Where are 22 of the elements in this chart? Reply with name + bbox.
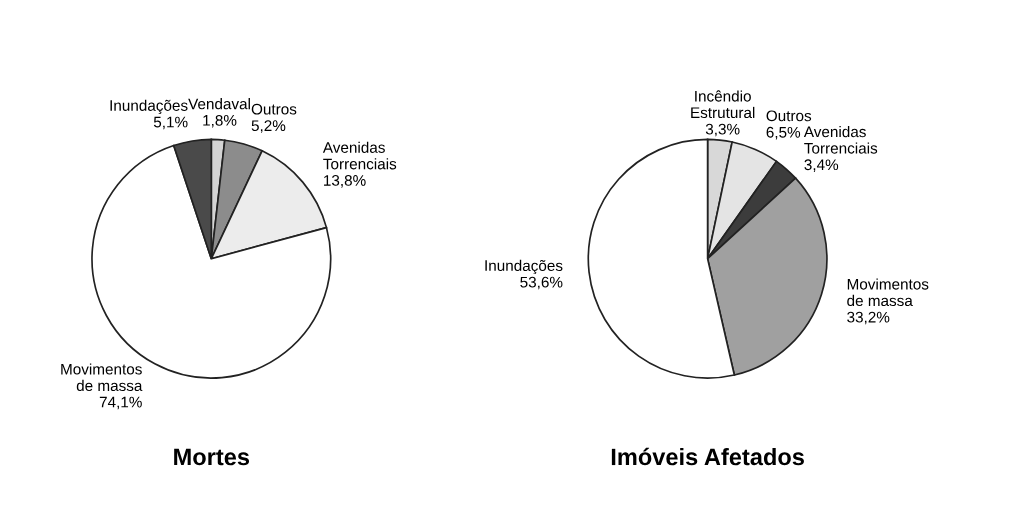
text: Imóveis Afetados [611,447,804,466]
data-label: 3,4% [804,159,839,172]
data-label: 1,8% [203,114,237,128]
text: Mortes [174,448,250,466]
data-label: 6,5% [766,126,801,140]
slice-label: Movimentos de massa [61,363,143,392]
data-label: 74,1% [99,396,142,410]
slice-label: Inundações [110,99,188,114]
slice-label: Avenidas Torrenciais [803,126,878,154]
data-label: 33,2% [847,311,890,325]
slice-label: Incêndio Estrutural [691,90,755,119]
slice-label: Inundações [485,259,563,275]
slice-label: Outros [251,103,297,115]
slice-label: Avenidas Torrenciais [322,141,397,170]
data-label: 5,1% [153,116,188,130]
data-label: 13,8% [324,175,366,188]
data-label: 3,3% [705,123,740,137]
data-label: 53,6% [520,276,563,290]
slice-label: Vendaval [188,98,250,110]
slice-label: Movimentos de massa [847,278,929,307]
slice-label: Outros [766,110,812,122]
data-label: 5,2% [251,120,286,133]
